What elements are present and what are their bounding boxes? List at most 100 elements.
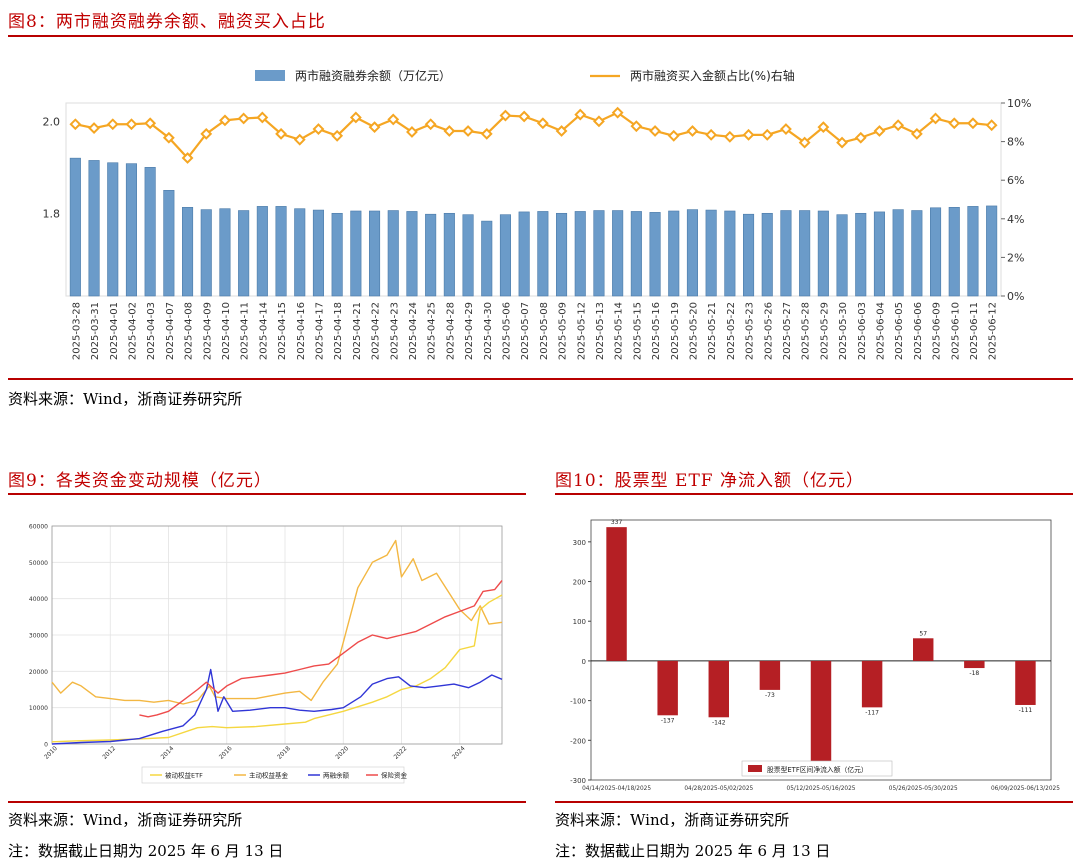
- fig8-ratio-marker: [106, 118, 119, 131]
- fig9-x-tick-label: 2018: [276, 745, 292, 761]
- fig8-right-tick-label: 6%: [1007, 174, 1024, 187]
- fig10-bar: [708, 660, 729, 718]
- fig8-x-tick-label: 2025-06-04: [875, 302, 886, 360]
- fig10-legend-box: [741, 760, 893, 777]
- fig8-bar: [200, 209, 212, 297]
- fig8-ratio-marker: [424, 118, 437, 131]
- fig8-bar: [668, 210, 680, 297]
- fig8-x-tick-label: 2025-05-28: [801, 302, 812, 360]
- fig8-ratio-marker: [406, 126, 418, 138]
- fig8-bar: [948, 207, 960, 297]
- fig10-y-tick-label: -100: [570, 698, 586, 706]
- fig8-ratio-marker: [331, 129, 344, 142]
- fig10-bar: [913, 638, 934, 661]
- fig8-bar: [855, 212, 867, 297]
- fig8-x-tick-label: 2025-05-14: [614, 302, 625, 360]
- fig10-y-tick-label: -200: [570, 737, 586, 745]
- fig8-x-tick-label: 2025-04-09: [202, 302, 213, 360]
- fig8-right-tick-label: 8%: [1007, 136, 1024, 149]
- fig10-data-label: -18: [969, 670, 979, 677]
- fig8-x-tick-label: 2025-05-20: [688, 302, 699, 360]
- fig8-x-tick-label: 2025-04-14: [258, 302, 269, 360]
- fig8-ratio-marker: [480, 127, 493, 140]
- fig10-bottom-rule: [555, 801, 1073, 803]
- fig8-x-tick-label: 2025-04-02: [127, 302, 138, 360]
- fig8-bar: [593, 210, 605, 297]
- fig9-y-tick-label: 30000: [29, 633, 48, 640]
- fig8-bar: [350, 210, 362, 297]
- fig8-ratio-marker: [593, 115, 605, 128]
- fig10-y-tick-label: 300: [573, 539, 586, 547]
- fig9-x-tick-label: 2012: [101, 745, 117, 761]
- fig9-x-tick-label: 2020: [334, 745, 350, 761]
- fig8-ratio-marker: [219, 114, 231, 127]
- fig10-bar: [810, 660, 832, 762]
- fig9-series-line: [51, 668, 503, 745]
- fig8-ratio-marker: [910, 127, 923, 140]
- fig9-y-tick-label: 0: [44, 742, 48, 749]
- fig10-legend-label: 股票型ETF区间净流入额（亿元）: [767, 765, 868, 774]
- fig9-x-tick-label: 2022: [393, 745, 409, 761]
- fig8-ratio-marker: [69, 118, 82, 131]
- fig8-bar: [724, 210, 736, 297]
- fig8-title: 图8：两市融资融券余额、融资买入占比: [8, 12, 326, 32]
- fig10-bar: [606, 527, 627, 661]
- fig8-ratio-marker: [443, 125, 456, 137]
- fig8-ratio-marker: [200, 127, 213, 140]
- fig10-data-label: 337: [611, 519, 623, 526]
- fig8-bar: [799, 210, 811, 297]
- fig8-bar: [892, 209, 904, 297]
- fig8-ratio-marker: [125, 118, 138, 131]
- fig8-ratio-marker: [630, 120, 643, 133]
- fig8-x-tick-label: 2025-04-21: [352, 302, 363, 360]
- fig8-bar: [331, 212, 343, 297]
- fig8-bar: [443, 212, 455, 297]
- fig8-legend-line-label: 两市融资买入金额占比(%)右轴: [630, 68, 795, 83]
- fig8-bar: [630, 211, 642, 297]
- fig8-x-tick-label: 2025-04-11: [240, 302, 251, 360]
- fig8-ratio-marker: [798, 136, 811, 149]
- fig8-x-tick-label: 2025-04-28: [445, 302, 456, 360]
- fig8-ratio-marker: [985, 119, 998, 132]
- fig8-x-tick-label: 2025-05-26: [763, 302, 774, 360]
- fig8-bar: [182, 207, 194, 297]
- fig9-legend-label: 保险资金: [381, 771, 408, 780]
- fig10-chart: -300 -200 -100 0 100 200 300 337 -137 -142 -73 -117…: [570, 519, 1060, 792]
- fig8-x-tick-label: 2025-05-30: [838, 302, 849, 360]
- fig8-x-tick-label: 2025-05-12: [576, 302, 587, 360]
- fig8-bar: [518, 211, 530, 297]
- fig8-bar: [649, 212, 661, 297]
- fig8-ratio-marker: [144, 117, 157, 130]
- fig10-data-label: -142: [712, 719, 726, 726]
- fig8-x-tick-label: 2025-05-13: [595, 302, 606, 360]
- fig10-x-tick-label: 05/12/2025-05/16/2025: [787, 786, 856, 792]
- fig8-ratio-marker: [181, 152, 194, 164]
- fig10-plot-frame: [590, 519, 1052, 781]
- fig8-left-tick-label: 1.8: [43, 207, 61, 220]
- fig10-bar: [759, 660, 781, 690]
- fig8-x-tick-label: 2025-05-06: [501, 302, 512, 360]
- fig8-x-tick-label: 2025-05-22: [726, 302, 737, 360]
- fig8-x-tick-label: 2025-05-07: [520, 302, 531, 360]
- fig8-x-tick-label: 2025-05-23: [745, 302, 756, 360]
- fig10-y-tick-label: 100: [573, 618, 586, 626]
- fig8-top-rule: [8, 35, 1073, 37]
- fig9-series-line: [51, 594, 503, 743]
- fig9-note: 注：数据截止日期为 2025 年 6 月 13 日: [8, 842, 284, 860]
- fig10-data-label: -117: [865, 709, 879, 716]
- fig8-bar: [612, 210, 624, 297]
- fig8-bar: [911, 210, 923, 297]
- fig8-x-tick-label: 2025-04-08: [184, 302, 195, 360]
- fig8-ratio-marker: [817, 121, 830, 134]
- fig8-ratio-marker: [88, 122, 100, 135]
- fig8-ratio-marker: [723, 130, 736, 143]
- fig8-x-tick-label: 2025-06-09: [932, 302, 943, 360]
- fig8-x-tick-label: 2025-04-17: [314, 302, 325, 360]
- fig8-x-tick-label: 2025-05-21: [707, 302, 718, 360]
- fig8-bar: [406, 211, 418, 297]
- fig8-x-tick-label: 2025-04-18: [333, 302, 344, 360]
- fig10-x-tick-label: 05/26/2025-05/30/2025: [889, 786, 958, 792]
- fig8-x-tick-label: 2025-06-12: [988, 302, 999, 360]
- fig8-ratio-marker: [312, 123, 325, 135]
- fig9-top-rule: [8, 493, 526, 495]
